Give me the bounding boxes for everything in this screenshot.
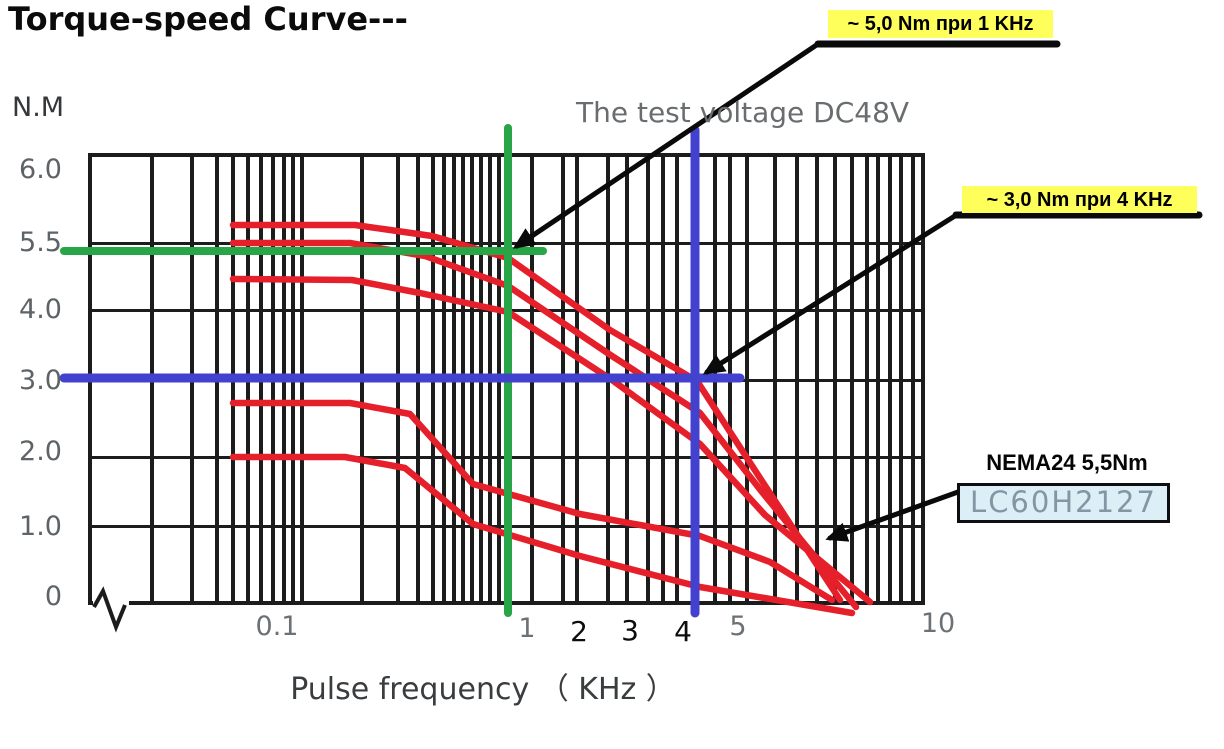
gridline-horizontal <box>92 456 921 459</box>
callout-3nm-at-4khz: ~ 3,0 Nm при 4 KHz <box>962 186 1197 213</box>
part-number-box: LC60H2127 <box>957 483 1170 523</box>
x-tick-label: 5 <box>729 611 747 642</box>
x-tick-label: 2 <box>570 615 588 648</box>
y-tick-label: 4.0 <box>19 294 62 325</box>
y-tick-label: 2.0 <box>19 436 62 467</box>
y-tick-label: 3.0 <box>19 365 62 396</box>
y-tick-label: 6.0 <box>19 154 62 185</box>
x-tick-label: 1 <box>518 613 536 644</box>
callout-5nm-at-1khz: ~ 5,0 Nm при 1 KHz <box>828 10 1053 38</box>
gridline-horizontal <box>92 242 921 245</box>
gridline-horizontal <box>92 525 921 528</box>
motor-model-label: NEMA24 5,5Nm <box>986 450 1148 475</box>
x-tick-label: 4 <box>674 615 692 648</box>
y-axis-unit-label: N.M <box>12 92 65 123</box>
test-voltage-note: The test voltage DC48V <box>576 96 910 129</box>
part-number-text: LC60H2127 <box>970 485 1157 519</box>
y-tick-label: 0 <box>44 581 62 612</box>
gridline-horizontal <box>92 309 921 312</box>
page-title: Torque-speed Curve--- <box>8 0 408 38</box>
x-tick-label: 10 <box>920 608 956 639</box>
x-axis-title: Pulse frequency （ KHz ） <box>290 672 676 707</box>
y-tick-label: 5.5 <box>19 227 62 258</box>
plot-area <box>88 153 925 605</box>
gridline-horizontal <box>92 379 921 382</box>
y-tick-label: 1.0 <box>19 511 62 542</box>
x-tick-label: 3 <box>621 614 639 647</box>
x-tick-label: 0.1 <box>255 611 299 642</box>
